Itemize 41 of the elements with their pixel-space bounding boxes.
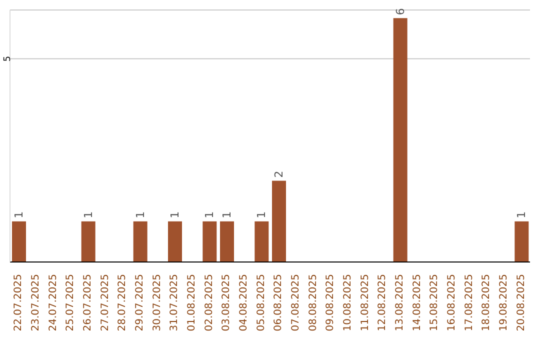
x-tick-label: 26.07.2025 — [82, 274, 94, 332]
data-label: 2 — [272, 170, 286, 178]
data-label: 1 — [12, 211, 26, 218]
x-tick-label: 13.08.2025 — [394, 274, 406, 332]
x-tick-label: 25.07.2025 — [65, 274, 76, 332]
x-tick-label: 10.08.2025 — [342, 274, 354, 332]
x-tick-label: 02.08.2025 — [204, 274, 215, 332]
data-label: 1 — [255, 211, 268, 218]
x-tick-label: 23.07.2025 — [30, 274, 42, 332]
x-tick-label: 12.08.2025 — [377, 274, 388, 332]
x-tick-label: 19.08.2025 — [498, 274, 510, 332]
x-tick-label: 18.08.2025 — [481, 274, 492, 332]
x-tick-label: 14.08.2025 — [412, 274, 423, 332]
y-tick-label: 5 — [3, 56, 13, 62]
x-tick-label: 20.08.2025 — [516, 274, 527, 332]
data-label: 1 — [515, 211, 528, 218]
x-tick-label: 16.08.2025 — [446, 274, 458, 332]
x-tick-label: 01.08.2025 — [186, 274, 198, 332]
x-tick-label: 11.08.2025 — [360, 274, 371, 332]
data-label: 1 — [168, 211, 182, 218]
x-tick-label: 30.07.2025 — [152, 274, 163, 332]
x-tick-label: 06.08.2025 — [273, 274, 284, 332]
x-tick-label: 07.08.2025 — [290, 274, 302, 332]
data-label: 1 — [82, 211, 95, 218]
x-tick-label: 27.07.2025 — [100, 274, 111, 332]
x-tick-label: 08.08.2025 — [308, 274, 319, 332]
x-tick-label: 09.08.2025 — [325, 274, 336, 332]
x-tick-label: 04.08.2025 — [238, 274, 250, 332]
data-label: 1 — [203, 211, 216, 218]
x-tick-label: 17.08.2025 — [464, 274, 475, 332]
x-tick-label: 22.07.2025 — [13, 274, 24, 332]
data-label: 6 — [394, 8, 407, 16]
x-tick-label: 29.07.2025 — [134, 274, 146, 332]
x-tick-label: 28.07.2025 — [117, 274, 128, 332]
x-tick-label: 24.07.2025 — [48, 274, 59, 332]
x-tick-label: 31.07.2025 — [169, 274, 180, 332]
x-tick-label: 05.08.2025 — [256, 274, 267, 332]
x-tick-label: 03.08.2025 — [221, 274, 232, 332]
x-tick-label: 15.08.2025 — [429, 274, 440, 332]
data-label: 1 — [134, 211, 147, 218]
data-label: 1 — [220, 211, 234, 218]
